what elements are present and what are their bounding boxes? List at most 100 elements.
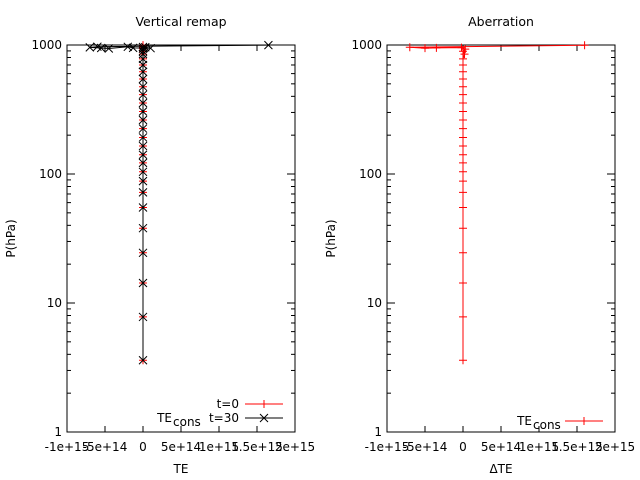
data-point (459, 90, 467, 99)
legend-label: t=0 (217, 397, 239, 411)
data-point (459, 150, 467, 159)
data-point (264, 40, 273, 50)
data-point (459, 67, 467, 76)
x-tick-label: 1e+15 (199, 440, 239, 454)
legend-label-prefix: TE (156, 411, 172, 425)
y-axis-label: P(hPa) (4, 219, 18, 257)
x-tick-label: 2e+15 (275, 440, 315, 454)
x-tick-label: -1e+15 (45, 440, 90, 454)
x-axis-label: ΔTE (489, 462, 512, 476)
data-point (459, 356, 467, 365)
data-point (138, 188, 148, 197)
data-point (461, 45, 470, 54)
data-point (459, 224, 467, 233)
legend-label-subscript: cons (533, 418, 561, 432)
legend-label-subscript: cons (173, 415, 201, 429)
y-tick-label: 1 (374, 425, 382, 439)
y-tick-label: 10 (47, 296, 62, 310)
data-point (459, 278, 467, 287)
y-tick-label: 1000 (351, 38, 382, 52)
x-tick-label: 2e+15 (595, 440, 635, 454)
data-point (138, 203, 148, 212)
data-point (459, 141, 467, 150)
data-point (459, 203, 467, 212)
x-tick-label: 5e+14 (161, 440, 201, 454)
data-point (138, 60, 148, 70)
y-tick-label: 10 (367, 296, 382, 310)
data-point (138, 42, 148, 52)
x-tick-label: 1e+15 (519, 440, 559, 454)
data-point (138, 74, 148, 84)
data-point (138, 167, 148, 177)
data-point (138, 355, 148, 365)
data-point (138, 115, 148, 125)
data-point (459, 248, 467, 257)
x-tick-label: 0 (459, 440, 467, 454)
data-point (459, 107, 467, 116)
y-tick-label: 1 (54, 425, 62, 439)
data-point (138, 158, 148, 168)
data-point (138, 141, 148, 151)
data-point (459, 82, 467, 91)
data-point (138, 82, 148, 92)
y-tick-label: 1000 (31, 38, 62, 52)
data-point (128, 43, 138, 53)
series-line (89, 44, 269, 361)
x-tick-label: 1.5e+15 (231, 440, 283, 454)
data-point (138, 248, 148, 258)
x-tick-label: -5e+14 (83, 440, 128, 454)
data-point (459, 133, 467, 142)
data-point (459, 177, 467, 186)
legend-label: t=30 (209, 411, 239, 425)
data-point (580, 41, 589, 50)
data-point (138, 67, 148, 77)
data-point (459, 158, 467, 167)
data-point (138, 44, 148, 54)
data-point (459, 99, 467, 108)
data-point (104, 44, 114, 53)
data-point (457, 43, 466, 52)
data-point (138, 107, 148, 116)
data-point (459, 75, 467, 84)
legend-label-prefix: TE (516, 414, 532, 428)
data-point (459, 116, 467, 125)
data-point (421, 44, 429, 53)
legend-sample-marker (580, 417, 588, 425)
chart-title: Aberration (468, 14, 534, 29)
data-point (138, 223, 148, 233)
data-point (459, 167, 467, 176)
x-tick-label: 0 (139, 440, 147, 454)
data-point (138, 278, 148, 288)
data-point (138, 46, 148, 56)
data-point (146, 43, 155, 53)
x-tick-label: -1e+15 (365, 440, 410, 454)
x-axis-label: TE (173, 462, 189, 476)
legend-sample-marker (260, 400, 268, 408)
x-tick-label: -5e+14 (403, 440, 448, 454)
data-point (138, 90, 148, 100)
data-point (138, 150, 148, 160)
data-point (459, 312, 467, 321)
data-point (459, 54, 467, 63)
y-axis-label: P(hPa) (324, 219, 338, 257)
data-point (138, 98, 148, 108)
x-tick-label: 1.5e+15 (551, 440, 603, 454)
data-point (85, 43, 95, 52)
data-point (138, 124, 148, 133)
data-point (140, 42, 150, 52)
data-point (138, 133, 148, 142)
chart-title: Vertical remap (135, 14, 226, 29)
data-point (432, 43, 441, 52)
x-tick-label: 5e+14 (481, 440, 521, 454)
y-tick-label: 100 (39, 167, 62, 181)
data-point (459, 188, 467, 197)
legend-sample-marker (259, 413, 269, 423)
data-point (123, 42, 133, 52)
data-point (138, 176, 148, 186)
data-point (93, 42, 102, 52)
y-tick-label: 100 (359, 167, 382, 181)
data-point (138, 312, 148, 322)
data-point (405, 43, 414, 52)
